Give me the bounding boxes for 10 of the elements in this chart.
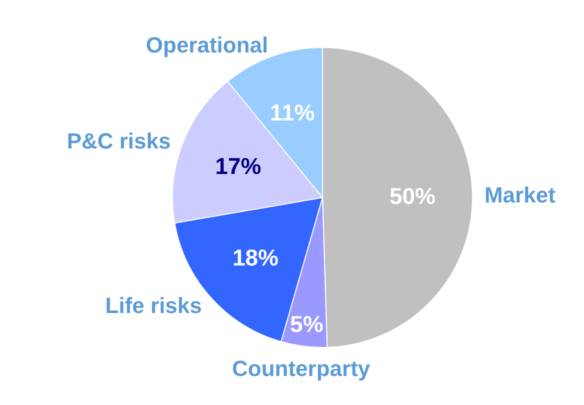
data-label: 5% [290, 311, 324, 338]
data-label: 11% [270, 100, 315, 126]
slice-label: Life risks [105, 293, 202, 318]
slice-label: P&C risks [66, 128, 171, 154]
slice-label: Counterparty [232, 356, 371, 382]
data-label: 18% [232, 244, 279, 271]
slice-label: Operational [146, 32, 268, 58]
data-label: 17% [215, 152, 262, 179]
slice-label: Market [484, 182, 556, 208]
data-label: 50% [389, 183, 436, 210]
